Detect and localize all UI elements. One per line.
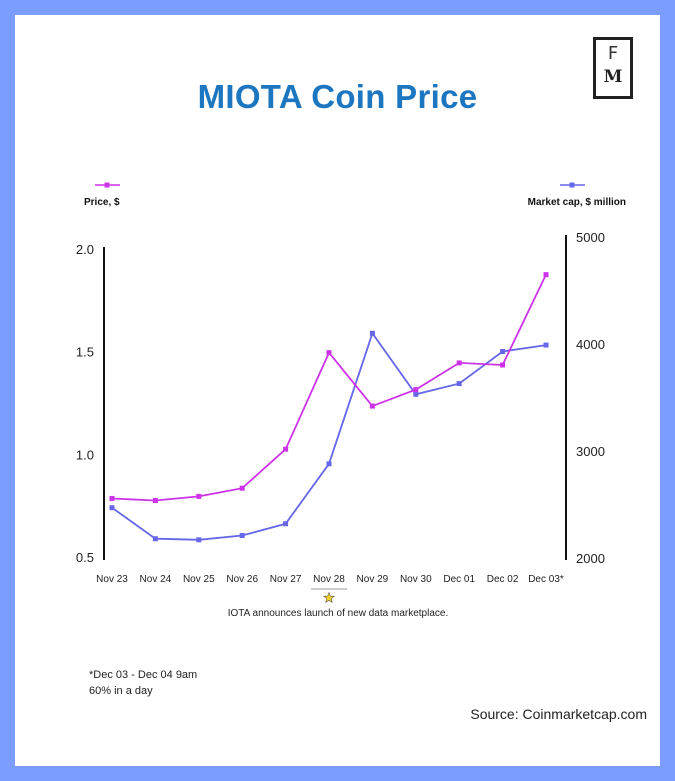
market-cap-point: [109, 505, 115, 511]
x-tick-label: Nov 24: [140, 574, 172, 585]
x-tick-label: Dec 02: [487, 574, 519, 585]
event-annotation: IOTA announces launch of new data market…: [228, 608, 449, 619]
market-cap-point: [500, 348, 506, 354]
price-point: [456, 360, 462, 366]
x-tick-label: Nov 30: [400, 574, 432, 585]
chart-title: MIOTA Coin Price: [197, 78, 478, 115]
price-point: [369, 403, 375, 409]
x-tick-label: Nov 25: [183, 574, 215, 585]
price-point: [326, 350, 332, 356]
market-cap-point: [283, 521, 289, 527]
source-credit: Source: Coinmarketcap.com: [470, 706, 647, 722]
market-cap-point: [196, 537, 202, 543]
right-tick-label: 3000: [576, 444, 605, 459]
left-tick-label: 2.0: [76, 242, 94, 257]
x-tick-label: Nov 27: [270, 574, 302, 585]
price-point: [239, 485, 245, 491]
x-tick-label: Dec 03*: [528, 574, 564, 585]
right-tick-label: 4000: [576, 337, 605, 352]
market-cap-point: [413, 391, 419, 397]
market-cap-point: [152, 536, 158, 542]
x-tick-label: Nov 29: [357, 574, 389, 585]
market-cap-point: [326, 461, 332, 467]
left-tick-label: 0.5: [76, 550, 94, 565]
price-line: [111, 274, 547, 502]
legend-price-label: Price, $: [84, 197, 120, 208]
legend-cap-marker: [569, 182, 575, 188]
price-point: [283, 446, 289, 452]
fm-logo: F M: [593, 37, 633, 99]
market-cap-point: [239, 533, 245, 539]
market-cap-point: [543, 342, 549, 348]
price-point: [109, 495, 115, 501]
legend-price-marker: [104, 182, 110, 188]
price-point: [196, 493, 202, 499]
price-point: [543, 272, 549, 278]
price-point: [413, 387, 419, 393]
market-cap-point: [369, 330, 375, 336]
footnote: *Dec 03 - Dec 04 9am 60% in a day: [89, 667, 197, 699]
right-tick-label: 5000: [576, 230, 605, 245]
x-tick-label: Nov 26: [226, 574, 258, 585]
footnote-line-2: 60% in a day: [89, 685, 153, 697]
x-tick-label: Dec 01: [443, 574, 475, 585]
left-tick-label: 1.0: [76, 447, 94, 462]
x-tick-label: Nov 28: [313, 574, 345, 585]
logo-letter-m: M: [603, 67, 623, 87]
price-point: [500, 362, 506, 368]
star-icon: [323, 591, 335, 604]
footnote-line-1: *Dec 03 - Dec 04 9am: [89, 669, 198, 681]
chart-card: F M: [15, 15, 660, 766]
price-point: [152, 498, 158, 504]
market-cap-point: [456, 381, 462, 387]
legend-cap-label: Market cap, $ million: [528, 197, 626, 208]
left-tick-label: 1.5: [76, 345, 94, 360]
right-tick-label: 2000: [576, 551, 605, 566]
logo-letter-f: F: [607, 43, 619, 64]
x-tick-label: Nov 23: [96, 574, 128, 585]
